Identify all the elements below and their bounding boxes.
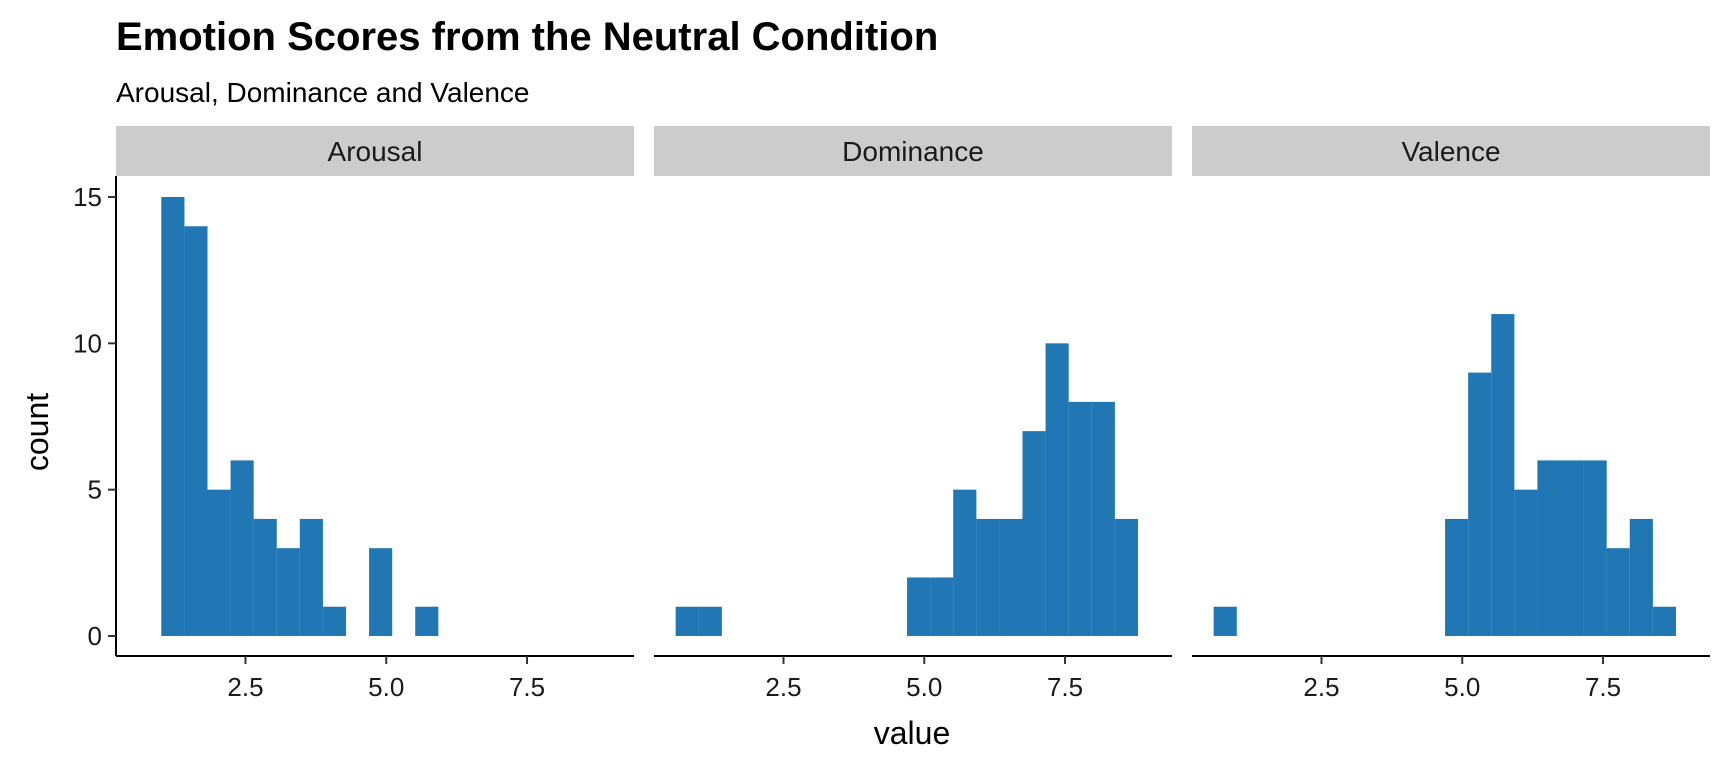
histogram-bar — [1213, 606, 1237, 636]
x-tick-label: 2.5 — [1303, 672, 1339, 702]
facet-panel-valence: Valence 2.5 5.0 7.5 — [1192, 126, 1710, 702]
histogram-bar — [976, 518, 1000, 636]
y-axis-title: count — [19, 393, 55, 471]
x-tick-label: 5.0 — [906, 672, 942, 702]
histogram-bar — [184, 226, 208, 636]
histogram-bar — [1445, 518, 1469, 636]
x-tick-label: 2.5 — [227, 672, 263, 702]
histogram-bar — [930, 577, 954, 636]
histogram-bar — [161, 197, 185, 636]
histogram-bar — [230, 460, 254, 636]
histogram-bar — [415, 606, 439, 636]
x-tick-label: 5.0 — [1444, 672, 1480, 702]
chart-subtitle: Arousal, Dominance and Valence — [116, 77, 530, 108]
histogram-bar — [1514, 489, 1538, 636]
facet-panel-arousal: Arousal 2.5 5.0 7.5 0 5 10 15 — [73, 126, 634, 702]
histogram-bar — [1114, 518, 1138, 636]
histogram-bar — [1606, 548, 1630, 636]
y-tick-label: 5 — [88, 475, 102, 505]
y-tick-label: 15 — [73, 182, 102, 212]
histogram-bar — [907, 577, 931, 636]
histogram-bar — [675, 606, 699, 636]
histogram-bar — [1022, 431, 1046, 636]
histogram-bar — [1560, 460, 1584, 636]
histogram-bar — [953, 489, 977, 636]
histogram-bar — [1045, 343, 1069, 636]
histogram-bar — [253, 518, 277, 636]
facet-strip-label: Valence — [1401, 136, 1500, 167]
facet-panels: Arousal 2.5 5.0 7.5 0 5 10 15 Dominance 2.5 5.0 7.5… — [73, 126, 1710, 702]
x-tick-label: 7.5 — [1585, 672, 1621, 702]
histogram-bar — [276, 548, 300, 636]
facet-strip — [654, 126, 1172, 176]
histogram-bar — [698, 606, 722, 636]
histogram-bar — [1468, 372, 1492, 636]
facet-strip-label: Arousal — [328, 136, 423, 167]
histogram-bar — [1491, 314, 1515, 636]
facet-strip — [116, 126, 634, 176]
x-axis-title: value — [874, 715, 951, 751]
histogram-bar — [1091, 401, 1115, 636]
y-tick-label: 0 — [88, 621, 102, 651]
facet-strip — [1192, 126, 1710, 176]
histogram-bar — [207, 489, 231, 636]
histogram-bar — [1652, 606, 1676, 636]
histogram-bar — [1068, 401, 1092, 636]
x-tick-label: 5.0 — [368, 672, 404, 702]
facet-panel-dominance: Dominance 2.5 5.0 7.5 — [654, 126, 1172, 702]
histogram-bar — [999, 518, 1023, 636]
histogram-bar — [1583, 460, 1607, 636]
x-tick-label: 2.5 — [765, 672, 801, 702]
histogram-bar — [1629, 518, 1653, 636]
facet-strip-label: Dominance — [842, 136, 984, 167]
histogram-bar — [369, 548, 393, 636]
histogram-bar — [1537, 460, 1561, 636]
x-tick-label: 7.5 — [1047, 672, 1083, 702]
histogram-bar — [322, 606, 347, 636]
chart-title: Emotion Scores from the Neutral Conditio… — [116, 15, 938, 59]
y-tick-label: 10 — [73, 328, 102, 358]
x-tick-label: 7.5 — [509, 672, 545, 702]
histogram-bar — [299, 518, 323, 636]
